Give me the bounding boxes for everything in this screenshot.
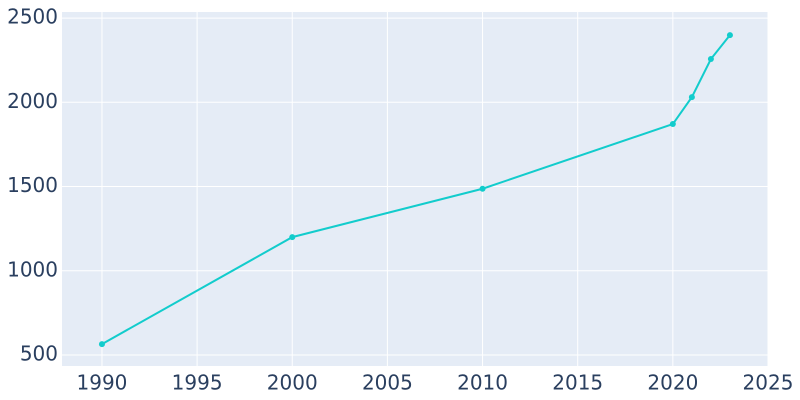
y-tick-label: 2000 xyxy=(7,89,58,113)
marker xyxy=(726,32,733,39)
x-tick-label: 2010 xyxy=(457,371,508,395)
y-tick-label: 500 xyxy=(20,342,58,366)
x-tick-label: 2005 xyxy=(362,371,413,395)
marker xyxy=(688,94,695,101)
y-tick-label: 1500 xyxy=(7,173,58,197)
y-tick-label: 2500 xyxy=(7,5,58,29)
x-tick-label: 1995 xyxy=(172,371,223,395)
x-tick-label: 2015 xyxy=(552,371,603,395)
y-tick-label: 1000 xyxy=(7,257,58,281)
marker xyxy=(289,234,296,241)
x-tick-label: 2000 xyxy=(267,371,318,395)
x-tick-label: 2020 xyxy=(647,371,698,395)
marker xyxy=(479,185,486,192)
x-tick-label: 1990 xyxy=(77,371,128,395)
marker xyxy=(707,56,714,63)
marker xyxy=(669,121,676,128)
marker xyxy=(98,341,105,348)
x-tick-label: 2025 xyxy=(743,371,794,395)
plot-area xyxy=(62,12,768,366)
